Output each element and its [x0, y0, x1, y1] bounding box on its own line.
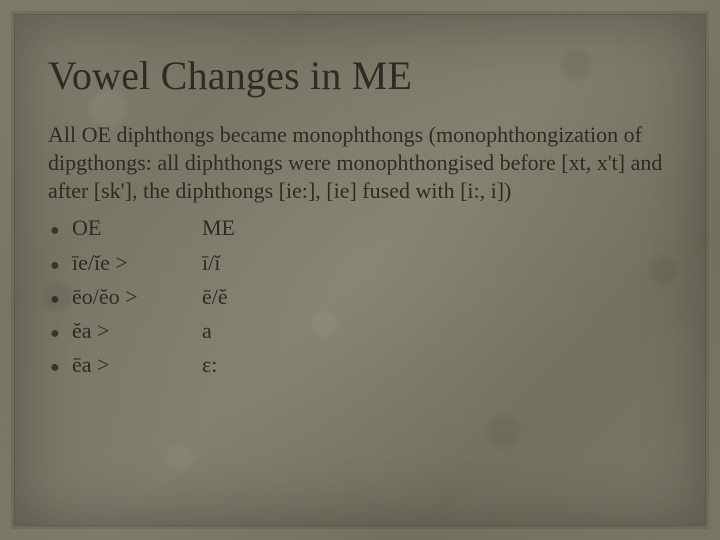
- bullet-icon: ●: [50, 356, 72, 381]
- slide: Vowel Changes in ME All OE diphthongs be…: [0, 0, 720, 540]
- cell-oe: ēa >: [72, 348, 202, 382]
- cell-me: a: [202, 314, 212, 348]
- cell-oe: īe/ĭe >: [72, 246, 202, 280]
- table-row: ● ēa > ε:: [50, 348, 672, 382]
- cell-oe: ēo/ĕo >: [72, 280, 202, 314]
- header-oe: OE: [72, 211, 202, 245]
- bullet-icon: ●: [50, 322, 72, 347]
- cell-me: ε:: [202, 348, 217, 382]
- bullet-icon: ●: [50, 254, 72, 279]
- intro-paragraph: All OE diphthongs became monophthongs (m…: [48, 121, 672, 205]
- cell-me: ē/ĕ: [202, 280, 228, 314]
- vowel-table: ● OE ME ● īe/ĭe > ī/ĭ ● ēo/ĕo > ē/ĕ ● ĕa…: [48, 211, 672, 381]
- table-row: ● īe/ĭe > ī/ĭ: [50, 246, 672, 280]
- bullet-icon: ●: [50, 219, 72, 244]
- cell-me: ī/ĭ: [202, 246, 220, 280]
- table-row: ● ēo/ĕo > ē/ĕ: [50, 280, 672, 314]
- table-header-row: ● OE ME: [50, 211, 672, 245]
- header-me: ME: [202, 211, 235, 245]
- table-row: ● ĕa > a: [50, 314, 672, 348]
- bullet-icon: ●: [50, 288, 72, 313]
- cell-oe: ĕa >: [72, 314, 202, 348]
- slide-title: Vowel Changes in ME: [48, 52, 672, 99]
